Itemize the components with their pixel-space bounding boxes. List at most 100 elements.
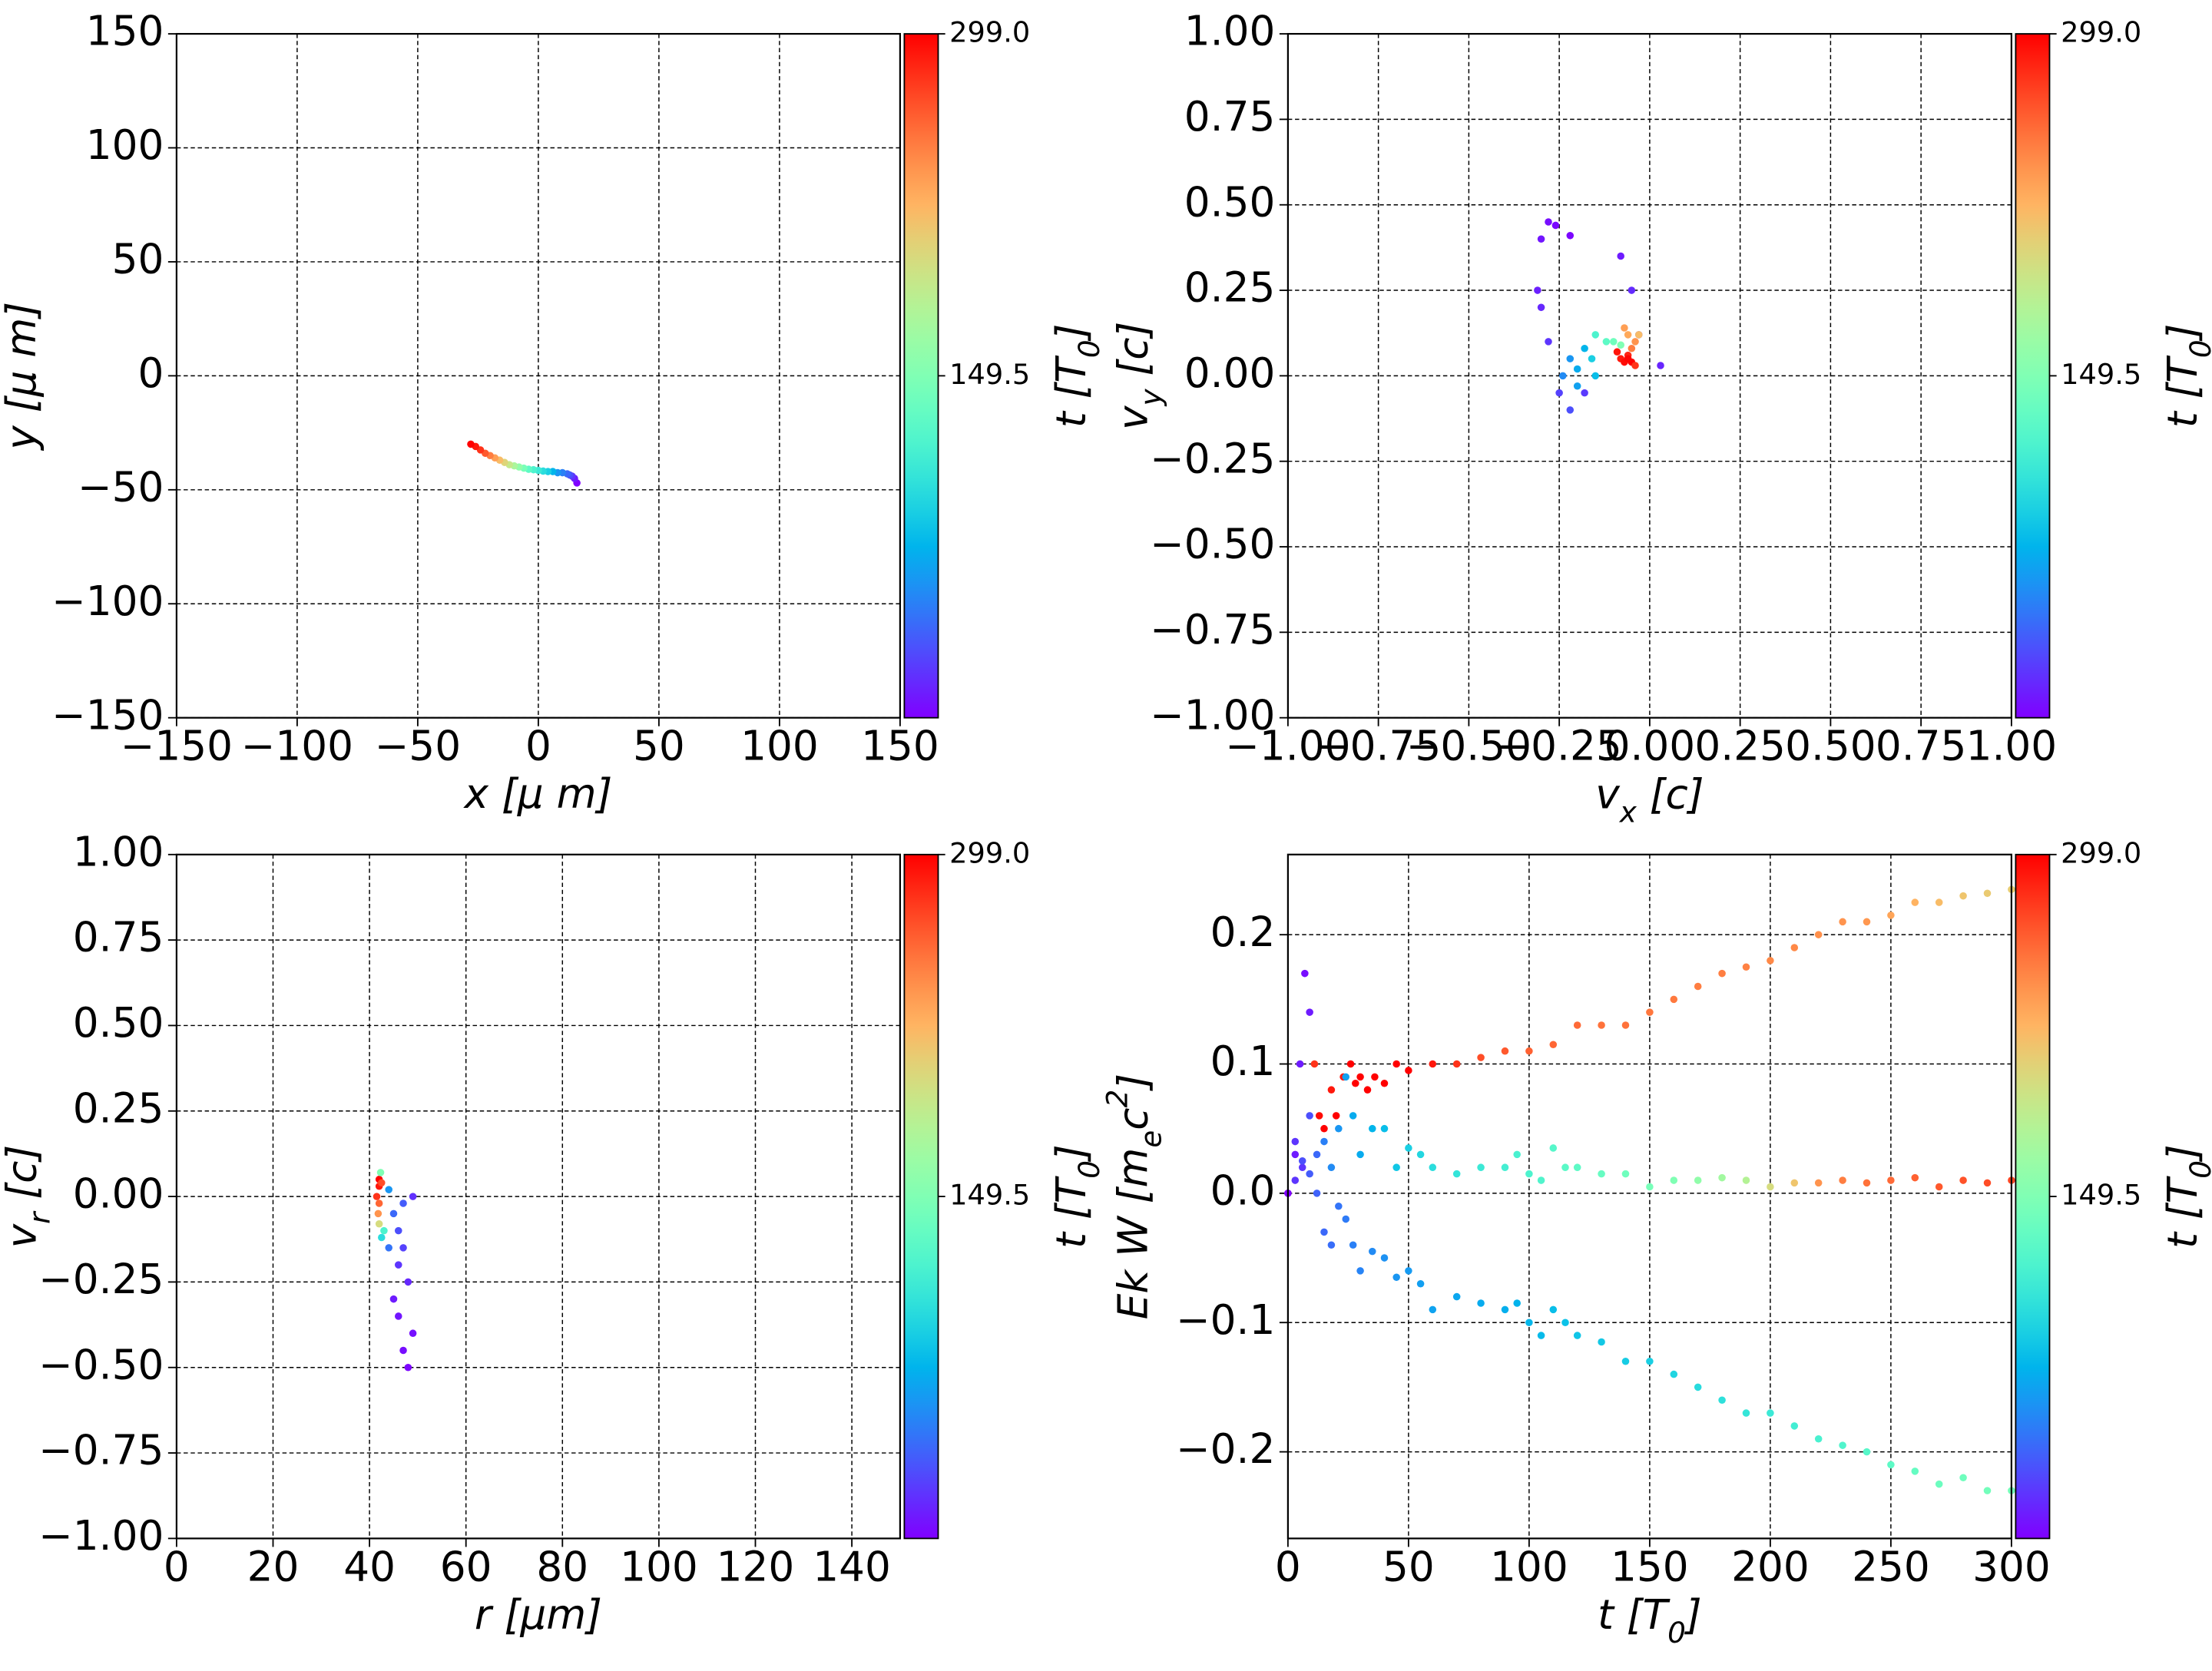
point — [1356, 1267, 1364, 1275]
point — [1935, 898, 1943, 906]
x-tick-label: 100 — [620, 1543, 698, 1590]
y-tick-label: −0.50 — [38, 1341, 164, 1388]
point — [1742, 963, 1750, 971]
point — [1525, 1047, 1533, 1055]
point — [1477, 1054, 1485, 1061]
point — [1452, 1170, 1461, 1178]
point — [1718, 1396, 1726, 1405]
x-tick-label: −50 — [375, 723, 461, 770]
point — [1416, 1279, 1425, 1288]
point — [1310, 1060, 1319, 1068]
point — [1631, 338, 1639, 346]
point — [1306, 1008, 1313, 1016]
point — [1581, 389, 1588, 397]
point — [1501, 1047, 1509, 1055]
point — [1392, 1273, 1400, 1282]
point — [1959, 892, 1967, 900]
colorbar-tick-label: 299.0 — [2061, 16, 2141, 49]
point — [1561, 1163, 1569, 1171]
colorbar-label: t [T0] — [1047, 324, 1105, 429]
point — [1617, 341, 1624, 349]
point — [1621, 1021, 1630, 1029]
point — [1298, 1163, 1306, 1171]
point — [1718, 1173, 1726, 1182]
point — [404, 1363, 412, 1372]
point — [1621, 1170, 1630, 1178]
point — [1839, 1176, 1846, 1184]
y-tick-label: 1.00 — [73, 828, 164, 875]
point — [1549, 1144, 1558, 1152]
x-tick-label: 0.00 — [1604, 723, 1696, 770]
y-tick-label: −100 — [51, 577, 164, 625]
x-tick-label: 100 — [740, 723, 819, 770]
point — [1573, 1021, 1581, 1029]
point — [1525, 1170, 1533, 1178]
point — [1537, 1332, 1545, 1339]
point — [1790, 1422, 1799, 1430]
point — [1887, 912, 1895, 919]
point — [1790, 944, 1799, 951]
colorbar — [903, 33, 939, 719]
x-tick-label: 40 — [343, 1543, 396, 1590]
point — [1452, 1060, 1461, 1068]
point — [1537, 1176, 1545, 1184]
point — [1405, 1067, 1412, 1074]
point — [1911, 1468, 1919, 1475]
point — [378, 1179, 386, 1187]
point — [1291, 1150, 1300, 1159]
y-tick-label: 0.0 — [1210, 1167, 1276, 1215]
point — [1549, 1305, 1558, 1314]
point — [1291, 1176, 1300, 1184]
y-tick-label: −0.75 — [1150, 606, 1275, 654]
axes-frame — [175, 32, 902, 719]
x-tick-label: 0 — [525, 723, 551, 770]
point — [1545, 218, 1552, 226]
point — [385, 1186, 392, 1193]
point — [1742, 1176, 1750, 1184]
point — [1670, 995, 1678, 1004]
x-tick-label: 50 — [1382, 1543, 1435, 1590]
point — [1588, 355, 1596, 362]
y-tick-label: 0 — [137, 349, 164, 397]
point — [1291, 1137, 1300, 1146]
point — [1566, 232, 1575, 240]
point — [1534, 286, 1541, 294]
y-tick-label: 0.75 — [1184, 93, 1276, 141]
point — [1352, 1080, 1359, 1087]
point — [1573, 382, 1581, 390]
point — [1631, 362, 1639, 369]
y-tick-label: 0.50 — [73, 999, 164, 1047]
point — [1863, 918, 1871, 926]
point — [399, 1346, 407, 1355]
point — [394, 1261, 402, 1269]
point — [1598, 1021, 1605, 1029]
point — [1392, 1060, 1400, 1068]
point — [1477, 1163, 1485, 1171]
point — [1335, 1124, 1343, 1133]
point — [1477, 1299, 1485, 1307]
point — [1657, 362, 1664, 369]
x-tick-label: −0.25 — [1497, 723, 1622, 770]
point — [1346, 1060, 1355, 1068]
point — [1356, 1073, 1364, 1081]
point — [1320, 1124, 1328, 1133]
point — [1320, 1137, 1328, 1146]
y-tick-label: 1.00 — [1184, 8, 1276, 55]
point — [1887, 1461, 1895, 1469]
point — [1646, 1008, 1654, 1016]
x-tick-label: 100 — [1490, 1543, 1568, 1590]
y-tick-label: −150 — [51, 691, 164, 739]
point — [1613, 348, 1621, 356]
point — [1621, 1357, 1630, 1365]
x-tick-label: 120 — [717, 1543, 795, 1590]
point — [394, 1226, 402, 1235]
point — [1559, 372, 1567, 380]
x-tick-label: 0 — [1275, 1543, 1301, 1590]
y-tick-label: 0.00 — [73, 1170, 164, 1218]
x-tick-label: −0.50 — [1406, 723, 1532, 770]
y-axis-label: vy [c] — [1109, 322, 1167, 430]
point — [1315, 1112, 1323, 1120]
point — [1342, 1073, 1350, 1081]
x-tick-label: −0.75 — [1316, 723, 1441, 770]
point — [1342, 1215, 1350, 1223]
